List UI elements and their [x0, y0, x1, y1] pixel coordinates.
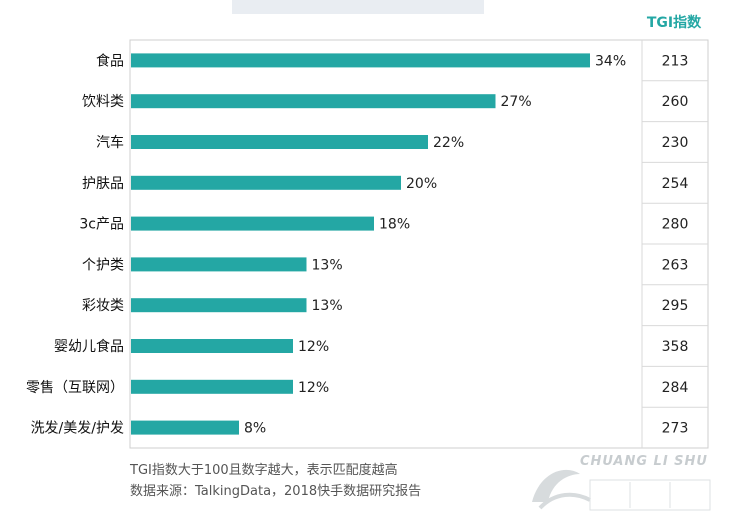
bar-value-label: 8% — [244, 421, 266, 437]
bar-value-label: 12% — [298, 380, 329, 396]
category-label: 个护类 — [82, 257, 124, 273]
source-note: 数据来源：TalkingData，2018快手数据研究报告 — [130, 484, 422, 499]
category-label: 护肤品 — [82, 176, 124, 192]
top-banner-decoration — [232, 0, 484, 14]
bar — [131, 379, 293, 394]
tgi-value: 358 — [662, 339, 689, 355]
tgi-value: 260 — [662, 94, 689, 110]
bar-chart: 食品 34% 213 饮料类 27% 260 汽车 22% 230 护肤品 20% 254 3c产品 18… — [26, 39, 709, 449]
tgi-note: TGI指数大于100且数字越大，表示匹配度越高 — [130, 463, 398, 478]
bar-value-label: 13% — [312, 298, 343, 314]
tgi-value: 280 — [662, 217, 689, 233]
bar-value-label: 34% — [595, 53, 626, 69]
watermark-text: CHUANG LI SHU — [580, 454, 708, 469]
bar — [131, 216, 374, 231]
bar-value-label: 20% — [406, 176, 437, 192]
bar-value-label: 18% — [379, 217, 410, 233]
tgi-value: 273 — [662, 421, 689, 437]
chart-notes: TGI指数大于100且数字越大，表示匹配度越高 数据来源：TalkingData… — [130, 460, 421, 502]
bar — [131, 175, 401, 190]
tgi-value: 213 — [662, 53, 689, 69]
category-label: 汽车 — [96, 134, 124, 151]
bar — [131, 257, 307, 272]
bar — [131, 420, 239, 435]
tgi-value: 263 — [662, 257, 689, 273]
bar-value-label: 22% — [433, 135, 464, 151]
tgi-value: 254 — [662, 176, 689, 192]
bar-value-label: 12% — [298, 339, 329, 355]
category-label: 3c产品 — [79, 217, 124, 233]
tgi-column-header: TGI指数 — [646, 15, 702, 31]
bar — [131, 135, 428, 149]
chuanglishu-logo-icon: CHUANG LI SHU — [520, 452, 725, 518]
category-label: 食品 — [96, 52, 124, 69]
tgi-value: 284 — [662, 380, 689, 396]
category-label: 饮料类 — [82, 94, 124, 110]
category-label: 零售（互联网） — [26, 380, 124, 396]
bar — [131, 298, 307, 313]
category-label: 彩妆类 — [82, 298, 124, 314]
bar — [131, 53, 590, 68]
bar-value-label: 27% — [501, 94, 532, 110]
bar — [131, 339, 293, 353]
category-label: 婴幼儿食品 — [54, 338, 124, 355]
bar-value-label: 13% — [312, 257, 343, 273]
bar — [131, 94, 496, 109]
tgi-value: 230 — [662, 135, 689, 151]
tgi-value: 295 — [662, 298, 689, 314]
category-label: 洗发/美发/护发 — [31, 421, 124, 437]
